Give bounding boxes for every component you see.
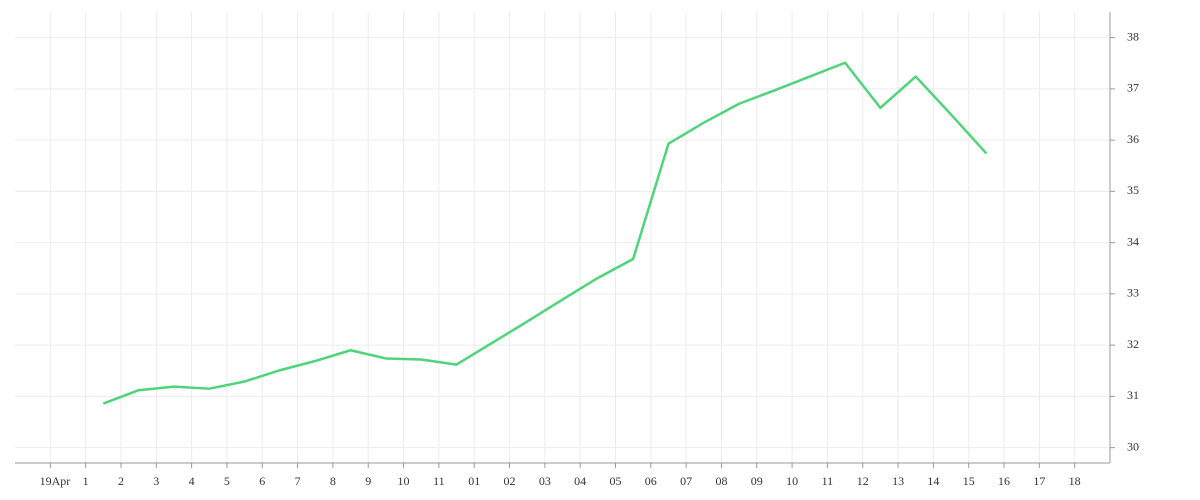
x-tick-label: 06 xyxy=(645,474,657,488)
y-tick-label: 37 xyxy=(1127,81,1139,95)
y-tick-label: 33 xyxy=(1127,286,1139,300)
x-tick-label: 6 xyxy=(259,474,265,488)
x-tick-label: 19Apr xyxy=(40,474,71,488)
x-tick-label: 11 xyxy=(433,474,445,488)
x-tick-label: 08 xyxy=(715,474,727,488)
x-tick-label: 17 xyxy=(1033,474,1045,488)
x-tick-label: 03 xyxy=(539,474,551,488)
y-tick-label: 31 xyxy=(1127,388,1139,402)
x-tick-label: 10 xyxy=(786,474,798,488)
x-tick-label: 4 xyxy=(189,474,195,488)
x-tick-label: 02 xyxy=(504,474,516,488)
x-tick-label: 8 xyxy=(330,474,336,488)
x-tick-label: 05 xyxy=(609,474,621,488)
x-tick-label: 09 xyxy=(751,474,763,488)
x-tick-label: 1 xyxy=(83,474,89,488)
x-tick-label: 13 xyxy=(892,474,904,488)
x-tick-label: 12 xyxy=(857,474,869,488)
x-tick-label: 3 xyxy=(153,474,159,488)
y-tick-label: 38 xyxy=(1127,29,1139,43)
x-tick-label: 11 xyxy=(822,474,834,488)
x-tick-label: 2 xyxy=(118,474,124,488)
x-tick-label: 9 xyxy=(365,474,371,488)
x-tick-label: 01 xyxy=(468,474,480,488)
x-tick-label: 18 xyxy=(1069,474,1081,488)
x-tick-label: 07 xyxy=(680,474,692,488)
x-tick-label: 16 xyxy=(998,474,1010,488)
x-tick-label: 15 xyxy=(963,474,975,488)
x-tick-label: 5 xyxy=(224,474,230,488)
x-tick-label: 04 xyxy=(574,474,586,488)
x-tick-label: 14 xyxy=(927,474,939,488)
y-tick-label: 36 xyxy=(1127,132,1139,146)
x-tick-label: 7 xyxy=(295,474,301,488)
line xyxy=(102,61,988,405)
y-tick-label: 35 xyxy=(1127,183,1139,197)
x-tick-label: 10 xyxy=(398,474,410,488)
y-tick-label: 34 xyxy=(1127,234,1139,248)
y-tick-label: 32 xyxy=(1127,337,1139,351)
y-tick-label: 30 xyxy=(1127,439,1139,453)
